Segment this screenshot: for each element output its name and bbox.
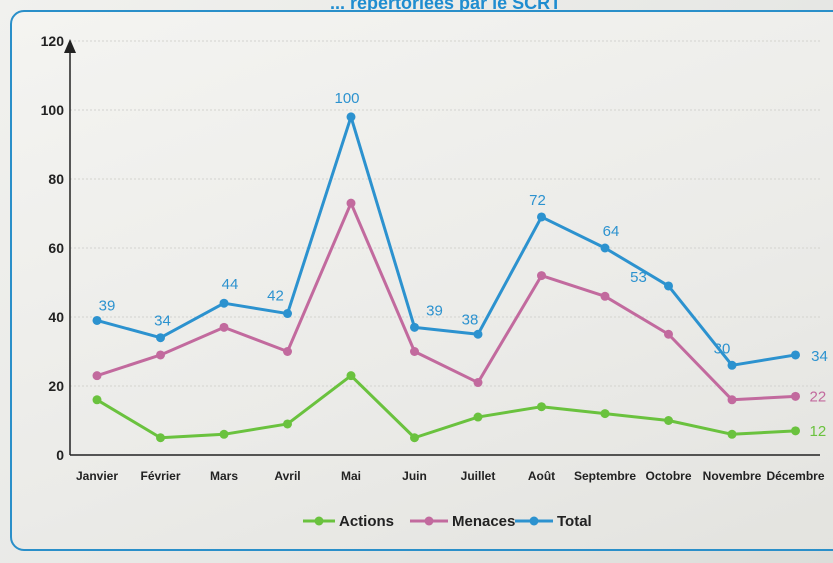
- data-label-total: 72: [529, 192, 546, 209]
- data-label-total: 42: [267, 288, 284, 305]
- chart-title-fragment: ... répertoriées par le SCRT: [330, 0, 562, 10]
- point-menaces: [473, 378, 483, 388]
- data-label-total: 34: [154, 313, 171, 330]
- legend-marker-menaces: [424, 516, 434, 526]
- point-actions: [473, 412, 483, 422]
- point-total: [727, 360, 737, 370]
- data-label-total: 64: [603, 223, 620, 240]
- point-actions: [346, 371, 356, 381]
- series-line-menaces: [96, 201, 796, 402]
- point-menaces: [600, 291, 610, 301]
- point-actions: [791, 426, 800, 436]
- point-menaces: [219, 322, 229, 332]
- point-menaces: [283, 347, 292, 356]
- legend-marker-actions: [314, 516, 324, 526]
- point-actions: [283, 419, 292, 429]
- point-menaces: [791, 391, 800, 401]
- point-total: [600, 243, 610, 253]
- data-label-total: 53: [630, 269, 647, 286]
- point-actions: [664, 416, 673, 425]
- x-tick-label: Juillet: [461, 469, 496, 483]
- x-tick-label: Janvier: [76, 469, 118, 483]
- data-label-total: 38: [462, 311, 479, 328]
- point-actions: [92, 395, 102, 405]
- point-menaces: [664, 329, 673, 339]
- data-label-menaces: 22: [810, 388, 827, 405]
- point-total: [791, 350, 800, 360]
- data-label-total: 39: [99, 297, 116, 314]
- data-label-total: 44: [222, 276, 239, 293]
- y-axis-arrow: [64, 39, 76, 53]
- chart-frame: [10, 10, 833, 551]
- point-total: [346, 112, 356, 122]
- legend-marker-total: [529, 516, 539, 526]
- data-label-total: 30: [714, 340, 731, 357]
- point-actions: [600, 409, 610, 419]
- point-total: [156, 333, 165, 343]
- point-actions: [156, 433, 165, 443]
- x-tick-label: Mars: [210, 469, 238, 483]
- data-label-actions: 12: [810, 423, 827, 440]
- y-tick-label: 60: [48, 240, 64, 256]
- legend-label-menaces: Menaces: [452, 513, 515, 530]
- point-menaces: [92, 371, 102, 381]
- point-menaces: [346, 198, 356, 208]
- point-menaces: [156, 350, 165, 360]
- data-label-total: 100: [334, 90, 359, 107]
- x-tick-label: Décembre: [766, 469, 824, 483]
- point-total: [92, 315, 102, 325]
- point-total: [473, 329, 483, 339]
- point-actions: [410, 433, 419, 443]
- y-tick-label: 0: [56, 447, 64, 463]
- x-tick-label: Octobre: [645, 469, 691, 483]
- point-total: [664, 281, 673, 291]
- data-label-total: 39: [426, 302, 443, 319]
- x-tick-label: Juin: [402, 469, 427, 483]
- y-tick-label: 120: [41, 33, 65, 49]
- x-tick-label: Avril: [274, 469, 300, 483]
- point-actions: [727, 429, 737, 439]
- data-label-total: 34: [811, 348, 828, 365]
- series-line-total: [96, 115, 796, 367]
- point-actions: [219, 429, 229, 439]
- point-total: [537, 212, 546, 222]
- point-menaces: [410, 347, 419, 356]
- legend-label-total: Total: [557, 513, 592, 530]
- point-total: [219, 298, 229, 308]
- y-tick-label: 40: [48, 309, 64, 325]
- x-tick-label: Septembre: [574, 469, 636, 483]
- legend-label-actions: Actions: [339, 513, 394, 530]
- point-menaces: [537, 271, 546, 281]
- x-tick-label: Août: [528, 469, 555, 483]
- series-line-actions: [96, 374, 796, 440]
- point-actions: [537, 402, 546, 412]
- y-tick-label: 100: [41, 102, 65, 118]
- point-total: [410, 322, 419, 332]
- point-menaces: [727, 395, 737, 405]
- y-tick-label: 20: [48, 378, 64, 394]
- point-total: [283, 309, 292, 319]
- x-tick-label: Novembre: [703, 469, 762, 483]
- x-tick-label: Février: [140, 469, 180, 483]
- x-tick-label: Mai: [341, 469, 361, 483]
- y-tick-label: 80: [48, 171, 64, 187]
